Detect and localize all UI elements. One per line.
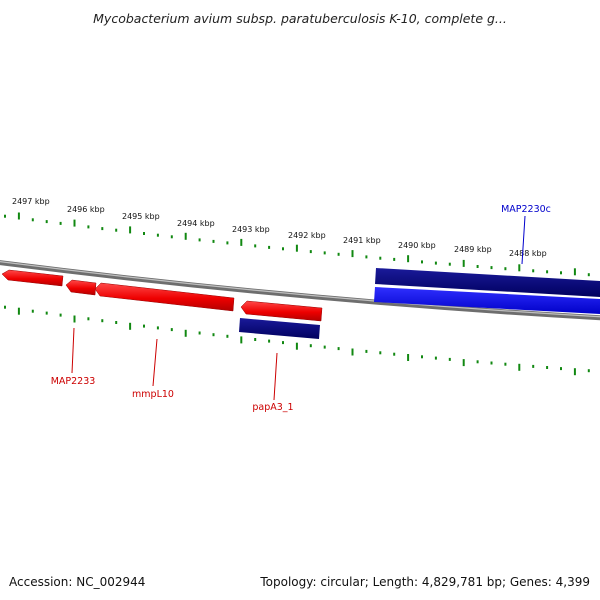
map2233-leader-line [71,327,75,374]
forward-strand-features [1,269,323,322]
map2230c-leader-line [521,215,526,265]
genome-summary-text: Topology: circular; Length: 4,829,781 bp… [260,575,590,589]
scale-label-2490: 2490 kbp [398,241,436,250]
gene-mmpl10-feature[interactable] [94,282,235,312]
scale-label-2494: 2494 kbp [177,219,215,228]
scale-label-2493: 2493 kbp [232,225,270,234]
gene-navy-small-feature[interactable] [239,318,320,339]
map-title: Mycobacterium avium subsp. paratuberculo… [93,11,507,26]
scale-label-2495: 2495 kbp [122,212,160,221]
gene-label-papa3[interactable]: papA3_1 [252,402,293,413]
gene-map2233b-feature[interactable] [65,279,97,296]
gene-label-mmpl10[interactable]: mmpL10 [132,389,174,400]
gene-papa3-feature[interactable] [240,300,323,322]
scale-label-2492: 2492 kbp [288,231,326,240]
gene-label-map2230c[interactable]: MAP2230c [501,204,551,215]
scale-label-2491: 2491 kbp [343,236,381,245]
scale-label-2497: 2497 kbp [12,197,50,206]
gene-map2230c-second-feature[interactable] [374,287,600,314]
reverse-strand-features [239,268,600,339]
outer-tick-ring [4,212,590,277]
genome-backbone [0,260,600,321]
genome-backbone-highlight [0,261,600,318]
inner-tick-ring [4,305,590,376]
scale-label-2496: 2496 kbp [67,205,105,214]
gene-label-map2233[interactable]: MAP2233 [51,376,96,387]
scale-label-2488: 2488 kbp [509,249,547,258]
papa3-leader-line [273,352,278,401]
gene-map2233-feature[interactable] [1,269,64,287]
accession-text: Accession: NC_002944 [9,575,146,589]
mmpl10-leader-line [152,338,158,387]
gene-map2230c-feature[interactable] [375,268,600,297]
scale-label-2489: 2489 kbp [454,245,492,254]
